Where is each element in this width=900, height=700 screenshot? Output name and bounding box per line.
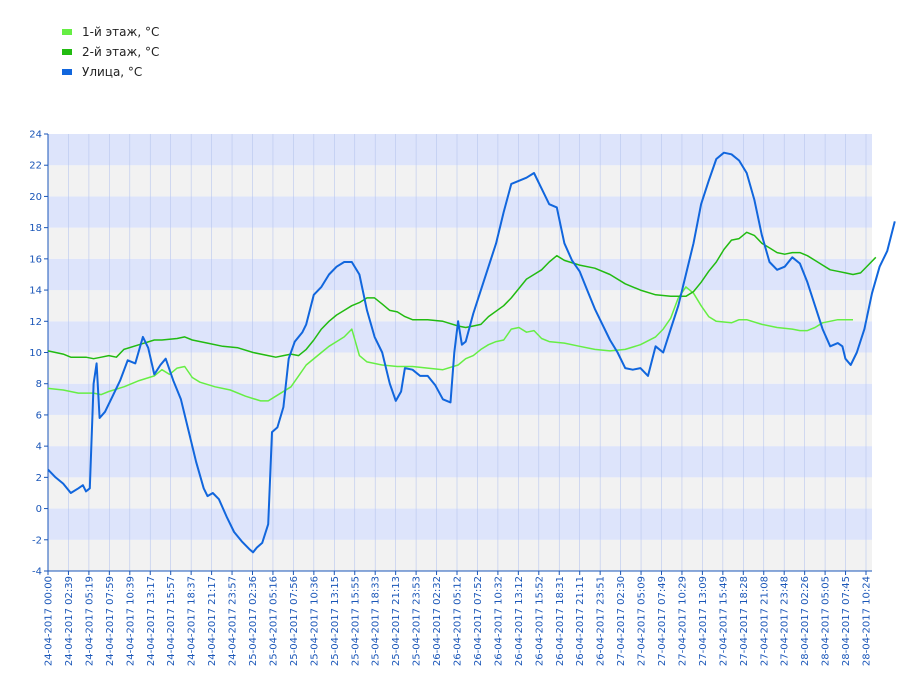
x-tick-label: 27-04-2017 23:48 [780, 576, 791, 666]
x-tick-label: 25-04-2017 10:36 [309, 576, 320, 666]
x-axis-tick-labels: 24-04-2017 00:00 24-04-2017 02:39 24-04-20… [44, 576, 873, 666]
y-tick-label: 4 [36, 442, 42, 453]
y-tick-label: 8 [36, 379, 42, 390]
y-tick-label: 24 [29, 130, 42, 141]
x-tick-label: 24-04-2017 10:39 [125, 576, 136, 666]
grid-band [48, 508, 872, 540]
y-tick-label: 16 [29, 254, 42, 265]
series-line-street [47, 151, 896, 554]
plot-background-bands [48, 134, 872, 571]
x-tick-label: 27-04-2017 18:28 [739, 576, 750, 666]
x-tick-label: 25-04-2017 15:55 [350, 576, 361, 666]
x-tick-label: 26-04-2017 21:11 [575, 576, 586, 666]
x-tick-label: 24-04-2017 00:00 [44, 576, 55, 666]
legend-swatch-floor1 [62, 29, 72, 35]
x-tick-label: 25-04-2017 13:15 [330, 576, 341, 666]
grid-band [48, 352, 872, 384]
grid-band [48, 446, 872, 478]
x-tick-label: 25-04-2017 23:53 [412, 576, 423, 666]
y-tick-label: 12 [29, 317, 42, 328]
x-tick-label: 27-04-2017 05:09 [637, 576, 648, 666]
legend-swatch-floor2 [62, 49, 72, 55]
x-tick-label: 24-04-2017 07:59 [105, 576, 116, 666]
series-lines [47, 151, 896, 554]
legend-label-street: Улица, °C [82, 65, 143, 79]
grid-band [48, 383, 872, 415]
y-tick-label: 22 [29, 161, 42, 172]
x-tick-label: 25-04-2017 05:16 [268, 576, 279, 666]
y-tick-label: 0 [36, 504, 42, 515]
grid-band [48, 134, 872, 166]
legend-label-floor1: 1-й этаж, °C [82, 25, 160, 39]
y-tick-label: 2 [36, 473, 42, 484]
x-tick-label: 24-04-2017 13:17 [146, 576, 157, 666]
x-tick-label: 24-04-2017 18:37 [187, 576, 198, 666]
grid-band [48, 196, 872, 228]
legend-swatch-street [62, 69, 72, 75]
legend-label-floor2: 2-й этаж, °C [82, 45, 160, 59]
x-tick-label: 26-04-2017 02:32 [432, 576, 443, 666]
x-tick-label: 25-04-2017 02:36 [248, 576, 259, 666]
x-tick-label: 26-04-2017 18:31 [555, 576, 566, 666]
x-tick-label: 24-04-2017 02:39 [64, 576, 75, 666]
x-tick-label: 25-04-2017 07:56 [289, 576, 300, 666]
vertical-gridlines [47, 134, 867, 575]
y-tick-label: 6 [36, 410, 42, 421]
x-tick-label: 25-04-2017 21:13 [391, 576, 402, 666]
x-tick-label: 24-04-2017 15:57 [166, 576, 177, 666]
x-tick-label: 27-04-2017 10:29 [677, 576, 688, 666]
grid-band [48, 227, 872, 259]
y-tick-label: -2 [32, 535, 42, 546]
x-tick-label: 26-04-2017 05:12 [453, 576, 464, 666]
grid-band [48, 414, 872, 447]
series-line-floor1 [47, 286, 853, 402]
x-tick-label: 27-04-2017 13:09 [698, 576, 709, 666]
grid-band [48, 539, 872, 571]
y-tick-label: 18 [29, 223, 42, 234]
x-tick-label: 24-04-2017 23:57 [228, 576, 239, 666]
x-tick-label: 28-04-2017 02:26 [800, 576, 811, 666]
grid-band [48, 165, 872, 197]
x-tick-label: 25-04-2017 18:33 [371, 576, 382, 666]
x-tick-label: 28-04-2017 10:24 [862, 576, 873, 666]
x-tick-label: 27-04-2017 02:30 [616, 576, 627, 666]
grid-band [48, 477, 872, 509]
x-tick-label: 26-04-2017 15:52 [534, 576, 545, 666]
x-tick-label: 28-04-2017 07:45 [841, 576, 852, 666]
x-tick-label: 26-04-2017 07:52 [473, 576, 484, 666]
y-tick-label: 14 [29, 286, 42, 297]
x-tick-label: 27-04-2017 07:49 [657, 576, 668, 666]
x-tick-label: 26-04-2017 13:12 [514, 576, 525, 666]
y-tick-label: 20 [29, 192, 42, 203]
x-tick-label: 28-04-2017 05:05 [821, 576, 832, 666]
y-tick-label: -4 [32, 567, 42, 578]
x-tick-label: 26-04-2017 23:51 [596, 576, 607, 666]
grid-band [48, 258, 872, 291]
y-tick-label: 10 [29, 348, 42, 359]
x-tick-label: 24-04-2017 21:17 [207, 576, 218, 666]
grid-band [48, 290, 872, 322]
x-tick-label: 24-04-2017 05:19 [84, 576, 95, 666]
x-tick-label: 26-04-2017 10:32 [493, 576, 504, 666]
x-tick-label: 27-04-2017 21:08 [759, 576, 770, 666]
x-tick-label: 27-04-2017 15:49 [718, 576, 729, 666]
